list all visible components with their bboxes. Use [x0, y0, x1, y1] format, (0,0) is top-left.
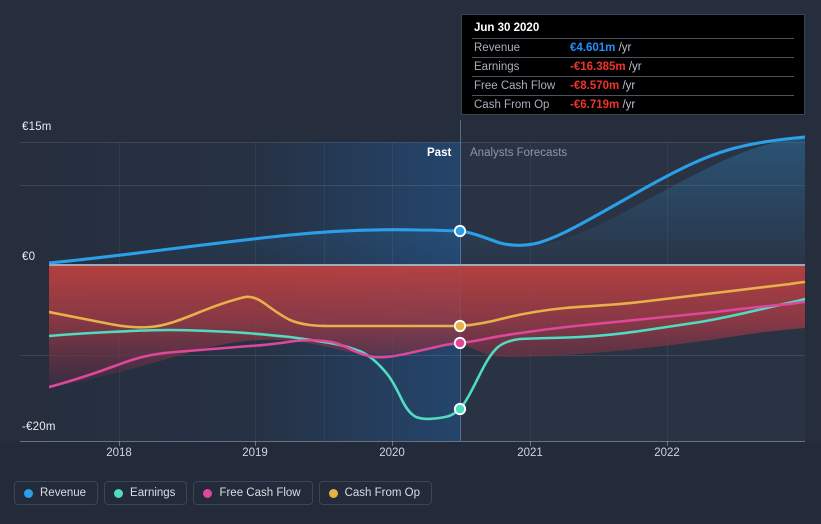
y-axis-label-bottom: -€20m [22, 421, 56, 433]
series-line-revenue [49, 135, 805, 265]
tooltip-unit-earnings: /yr [628, 61, 642, 73]
gridline-upper [20, 185, 805, 186]
legend-label-free-cash-flow: Free Cash Flow [219, 487, 301, 499]
legend-label-earnings: Earnings [130, 487, 176, 499]
legend-item-cash-from-op[interactable]: Cash From Op [318, 481, 433, 505]
marker-cash-from-op[interactable] [453, 319, 467, 333]
legend-dot-cash-from-op [328, 488, 338, 498]
tooltip-amount-cash-from-op: -€6.719m [570, 99, 620, 111]
gridline-lower [20, 355, 805, 356]
tooltip-amount-revenue: €4.601m [570, 42, 616, 54]
legend-item-revenue[interactable]: Revenue [14, 481, 99, 505]
legend-label-revenue: Revenue [40, 487, 87, 499]
data-point-tooltip: Jun 30 2020 Revenue €4.601m /yr Earnings… [461, 14, 805, 115]
tooltip-unit-cash-from-op: /yr [622, 99, 636, 111]
tooltip-label-earnings: Earnings [474, 61, 520, 73]
x-tick-2020 [392, 441, 393, 446]
legend-label-cash-from-op: Cash From Op [344, 487, 421, 499]
series-line-cash-from-op [49, 280, 805, 329]
x-tick-2022 [667, 441, 668, 446]
marker-revenue[interactable] [453, 224, 467, 238]
tooltip-unit-free-cash-flow: /yr [622, 80, 636, 92]
x-axis-line [20, 441, 805, 442]
legend-dot-free-cash-flow [203, 488, 213, 498]
x-tick-2019 [255, 441, 256, 446]
x-axis-label-2019: 2019 [242, 447, 268, 459]
tooltip-label-cash-from-op: Cash From Op [474, 99, 550, 111]
tooltip-date: Jun 30 2020 [474, 22, 540, 34]
legend-dot-revenue [24, 488, 33, 498]
x-axis-label-2020: 2020 [379, 447, 405, 459]
tooltip-value-free-cash-flow: -€8.570m /yr [568, 77, 794, 96]
tooltip-value-cash-from-op: -€6.719m /yr [568, 96, 794, 115]
tooltip-unit-revenue: /yr [618, 42, 632, 54]
series-line-earnings [49, 297, 805, 421]
tooltip-label-free-cash-flow: Free Cash Flow [474, 80, 556, 92]
gridline-15m [20, 142, 805, 143]
marker-earnings[interactable] [453, 402, 467, 416]
legend-dot-earnings [114, 488, 124, 498]
tooltip-values-table: Revenue €4.601m /yr Earnings -€16.385m /… [472, 38, 794, 114]
y-axis-label-zero: €0 [22, 251, 36, 263]
tooltip-value-revenue: €4.601m /yr [568, 39, 794, 58]
revenue-area-fill [49, 137, 805, 266]
x-tick-2021 [530, 441, 531, 446]
tooltip-row-earnings: Earnings -€16.385m /yr [472, 57, 794, 77]
past-label: Past [427, 147, 452, 159]
tooltip-amount-earnings: -€16.385m [570, 61, 626, 73]
y-axis-gutter [0, 0, 49, 441]
tooltip-row-revenue: Revenue €4.601m /yr [472, 38, 794, 58]
legend-item-earnings[interactable]: Earnings [104, 481, 188, 505]
tooltip-row-cash-from-op: Cash From Op -€6.719m /yr [472, 95, 794, 115]
forecast-label: Analysts Forecasts [470, 147, 568, 159]
marker-free-cash-flow[interactable] [453, 336, 467, 350]
chart-legend: Revenue Earnings Free Cash Flow Cash Fro… [14, 481, 433, 505]
tooltip-row-free-cash-flow: Free Cash Flow -€8.570m /yr [472, 76, 794, 96]
x-axis-label-2022: 2022 [654, 447, 680, 459]
tooltip-label-revenue: Revenue [474, 42, 521, 54]
legend-item-free-cash-flow[interactable]: Free Cash Flow [193, 481, 313, 505]
x-axis-label-2018: 2018 [106, 447, 132, 459]
series-line-free-cash-flow [49, 300, 805, 389]
tooltip-amount-free-cash-flow: -€8.570m [570, 80, 620, 92]
x-axis-label-2021: 2021 [517, 447, 543, 459]
chart-svg [49, 135, 805, 421]
x-tick-2018 [119, 441, 120, 446]
y-axis-label-top: €15m [22, 121, 52, 133]
tooltip-value-earnings: -€16.385m /yr [568, 58, 794, 77]
